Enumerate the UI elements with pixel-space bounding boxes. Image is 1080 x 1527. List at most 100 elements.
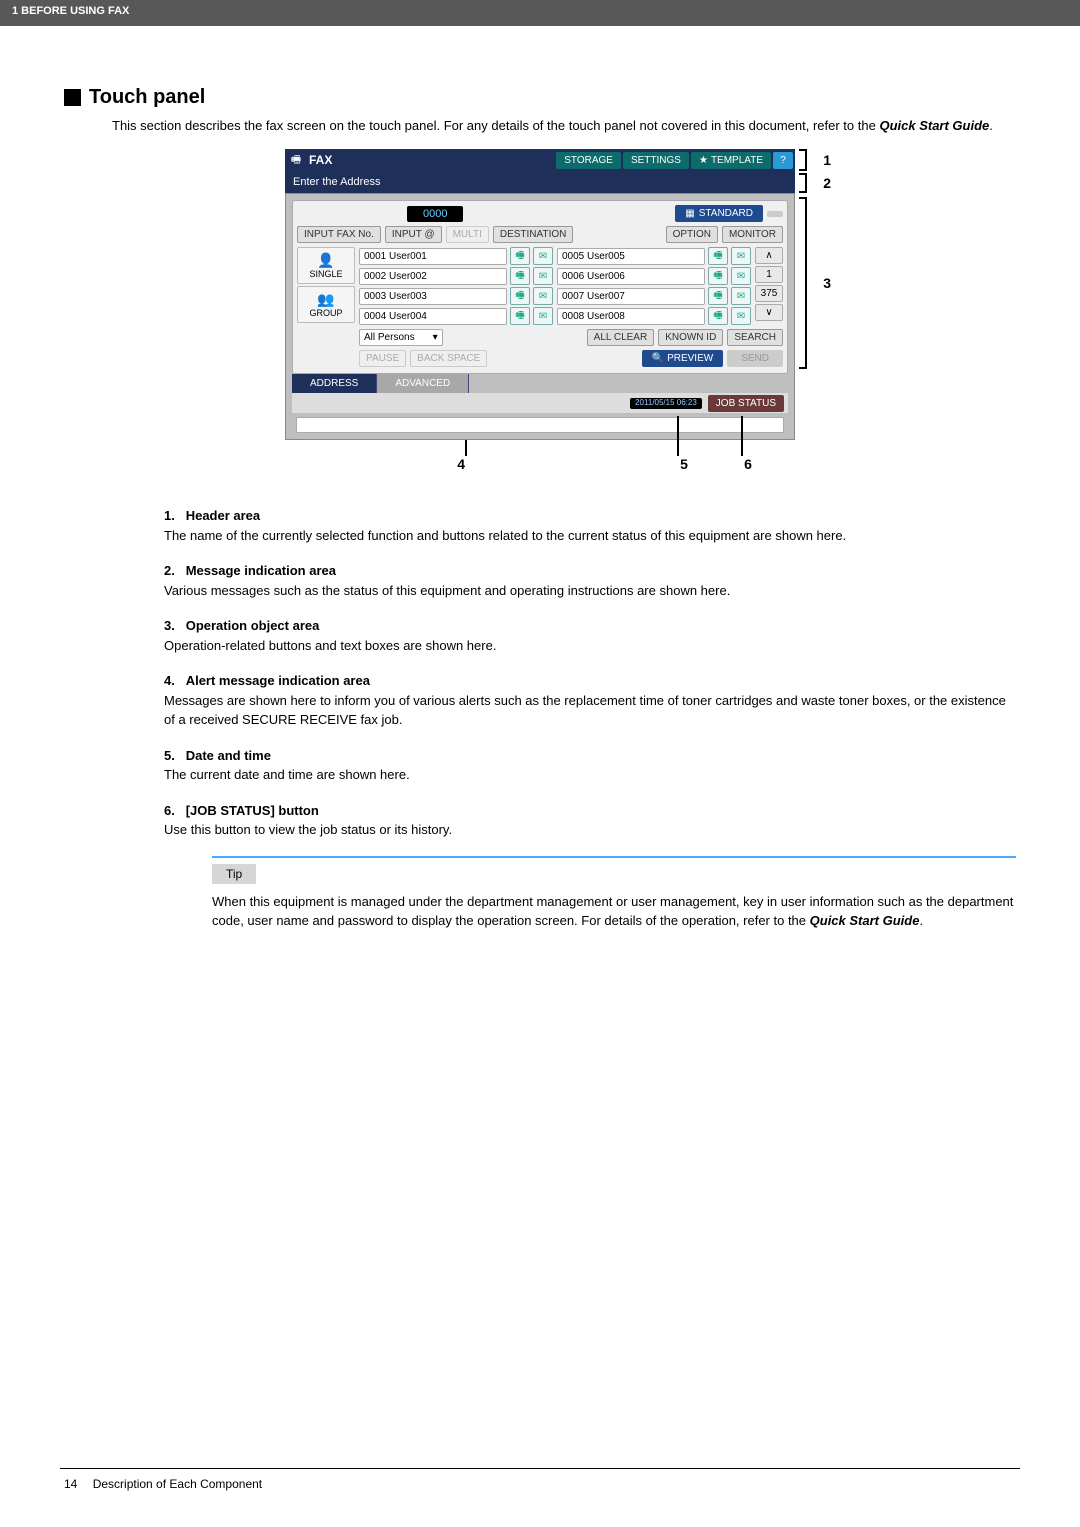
user-id: 0008 [562,311,584,322]
fax-dest-icon[interactable]: 🖷 [510,307,530,325]
template-label: TEMPLATE [711,155,763,166]
standard-button[interactable]: ▦STANDARD [675,205,763,222]
counter-display: 0000 [407,206,463,222]
all-clear-button[interactable]: ALL CLEAR [587,329,655,346]
user-name: User006 [587,271,625,282]
callout-6: 6 [733,456,763,472]
fax-dest-icon[interactable]: 🖷 [510,287,530,305]
input-at-button[interactable]: INPUT @ [385,226,442,243]
definition-item: 2. Message indication area Various messa… [164,561,1016,600]
address-tab[interactable]: ADDRESS [292,374,377,393]
fax-body: 0000 ▦STANDARD INPUT FAX No. INPUT @ MUL… [285,193,795,440]
search-button[interactable]: SEARCH [727,329,783,346]
fax-header-bar: 🖷 FAX STORAGE SETTINGS ★TEMPLATE ? [285,149,795,171]
user-id: 0006 [562,271,584,282]
definition-item: 5. Date and time The current date and ti… [164,746,1016,785]
advanced-tab[interactable]: ADVANCED [377,374,469,393]
user-name: User005 [587,251,625,262]
section-marker-icon [64,89,81,106]
user-name: User003 [389,291,427,302]
def-num: 3. [164,618,175,633]
user-id: 0001 [364,251,386,262]
def-num: 2. [164,563,175,578]
def-num: 1. [164,508,175,523]
fax-dest-icon[interactable]: 🖷 [708,267,728,285]
intro-paragraph: This section describes the fax screen on… [112,117,1016,135]
input-fax-no-button[interactable]: INPUT FAX No. [297,226,381,243]
callout-1: 1 [823,152,831,168]
tip-quick-guide: Quick Start Guide [810,913,920,928]
mail-dest-icon[interactable]: ✉ [731,307,751,325]
def-title: [JOB STATUS] button [178,803,318,818]
user-entry[interactable]: 0001 User001 [359,248,507,265]
user-entry[interactable]: 0006 User006 [557,268,705,285]
user-name: User002 [389,271,427,282]
preview-icon: 🔍 [652,353,667,364]
user-entry[interactable]: 0002 User002 [359,268,507,285]
known-id-button[interactable]: KNOWN ID [658,329,723,346]
send-button[interactable]: SEND [727,350,783,367]
storage-button[interactable]: STORAGE [556,152,621,169]
preview-button[interactable]: 🔍 PREVIEW [642,350,723,367]
page-number: 14 [64,1477,77,1491]
single-tab[interactable]: 👤SINGLE [297,247,355,284]
fax-dest-icon[interactable]: 🖷 [510,247,530,265]
tip-label: Tip [212,864,256,884]
help-button[interactable]: ? [773,152,793,169]
date-time-display: 2011/05/15 06:23 [630,398,702,409]
group-icon: 👥 [298,291,354,308]
user-name: User004 [389,311,427,322]
option-button[interactable]: OPTION [666,226,718,243]
pause-button[interactable]: PAUSE [359,350,406,367]
fax-touch-panel-figure: 🖷 FAX STORAGE SETTINGS ★TEMPLATE ? Enter… [285,149,795,440]
callout-4: 4 [285,456,465,472]
user-entry[interactable]: 0005 User005 [557,248,705,265]
tip-period: . [919,913,923,928]
mail-dest-icon[interactable]: ✉ [731,247,751,265]
template-button[interactable]: ★TEMPLATE [691,152,771,169]
def-title: Alert message indication area [178,673,369,688]
user-entry[interactable]: 0003 User003 [359,288,507,305]
multi-button[interactable]: MULTI [446,226,489,243]
page-top: 1 [755,266,783,283]
page-total: 375 [755,285,783,302]
job-status-button[interactable]: JOB STATUS [708,395,784,412]
fax-icon: 🖷 [285,151,307,170]
scroll-up-button[interactable]: ∧ [755,247,783,264]
filter-dropdown[interactable]: All Persons▾ [359,329,443,346]
fax-dest-icon[interactable]: 🖷 [708,307,728,325]
def-title: Message indication area [178,563,336,578]
user-id: 0007 [562,291,584,302]
user-id: 0005 [562,251,584,262]
mail-dest-icon[interactable]: ✉ [731,287,751,305]
star-icon: ★ [699,155,708,166]
preview-label: PREVIEW [667,353,713,364]
fax-dest-icon[interactable]: 🖷 [708,247,728,265]
group-tab[interactable]: 👥GROUP [297,286,355,323]
settings-button[interactable]: SETTINGS [623,152,689,169]
user-entry[interactable]: 0007 User007 [557,288,705,305]
user-entry[interactable]: 0004 User004 [359,308,507,325]
monitor-button[interactable]: MONITOR [722,226,783,243]
callout-3: 3 [823,275,831,291]
scroll-down-button[interactable]: ∨ [755,304,783,321]
backspace-button[interactable]: BACK SPACE [410,350,487,367]
footer-title: Description of Each Component [93,1477,262,1491]
def-desc: The name of the currently selected funct… [164,528,846,543]
user-id: 0004 [364,311,386,322]
mail-dest-icon[interactable]: ✉ [533,267,553,285]
user-id: 0002 [364,271,386,282]
fax-dest-icon[interactable]: 🖷 [708,287,728,305]
def-title: Operation object area [178,618,319,633]
mail-dest-icon[interactable]: ✉ [731,267,751,285]
definition-item: 1. Header area The name of the currently… [164,506,1016,545]
definition-item: 4. Alert message indication area Message… [164,671,1016,730]
mail-dest-icon[interactable]: ✉ [533,287,553,305]
alert-message-area [296,417,784,433]
mail-dest-icon[interactable]: ✉ [533,247,553,265]
destination-button[interactable]: DESTINATION [493,226,573,243]
user-entry[interactable]: 0008 User008 [557,308,705,325]
def-num: 4. [164,673,175,688]
fax-dest-icon[interactable]: 🖷 [510,267,530,285]
mail-dest-icon[interactable]: ✉ [533,307,553,325]
